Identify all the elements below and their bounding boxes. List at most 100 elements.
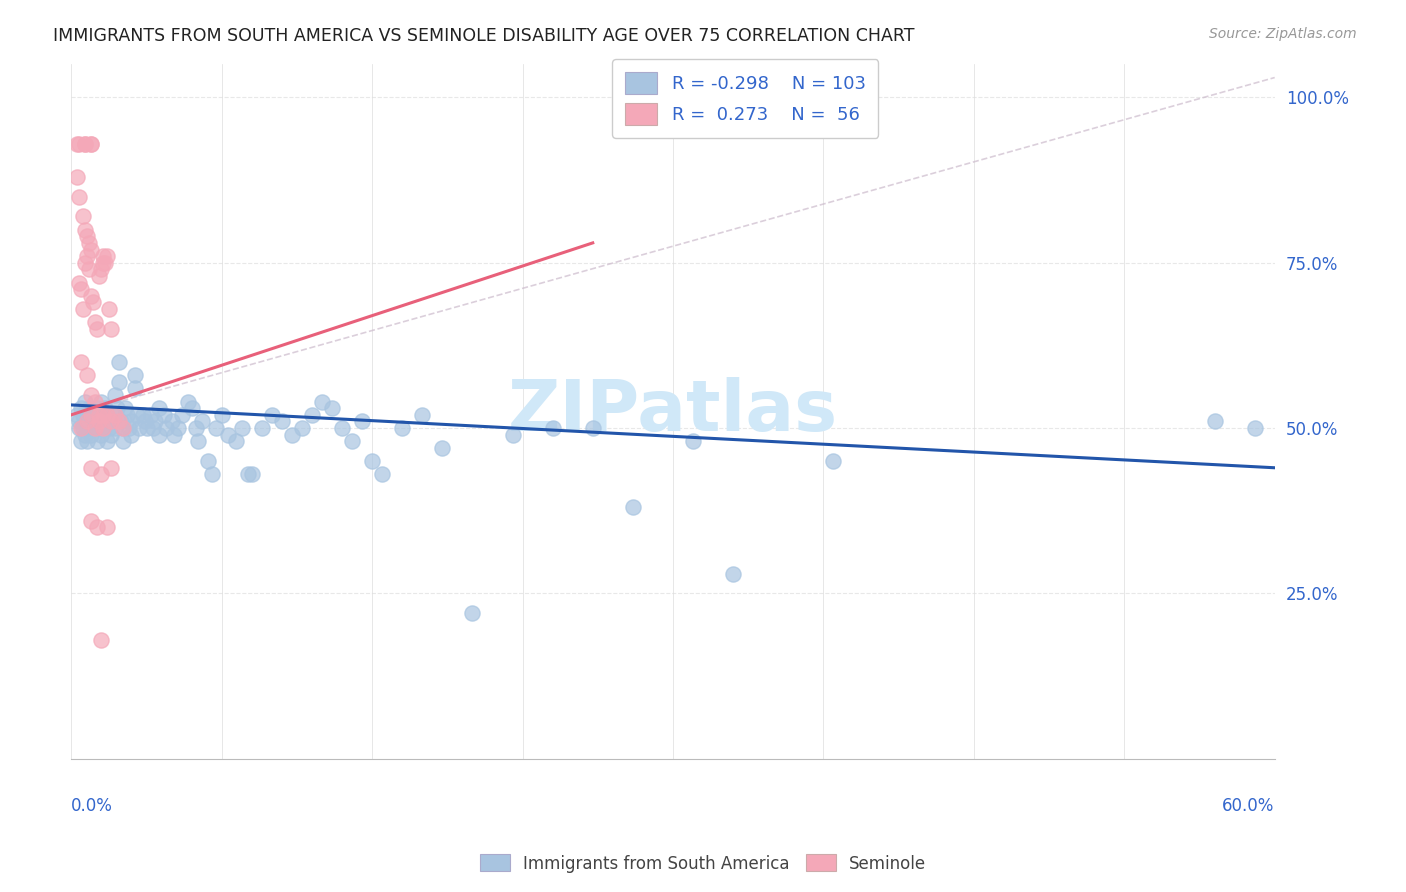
Point — [80, 408, 103, 422]
Point — [105, 401, 128, 416]
Point — [502, 427, 524, 442]
Point — [75, 394, 97, 409]
Point — [67, 276, 90, 290]
Point — [75, 136, 97, 151]
Point — [91, 414, 114, 428]
Point — [96, 408, 118, 422]
Point — [361, 454, 384, 468]
Point — [118, 421, 141, 435]
Point — [82, 408, 104, 422]
Point — [72, 210, 94, 224]
Point — [582, 421, 605, 435]
Point — [128, 421, 150, 435]
Point — [89, 408, 111, 422]
Point — [127, 408, 149, 422]
Point — [76, 229, 98, 244]
Point — [136, 421, 159, 435]
Point — [75, 136, 97, 151]
Point — [67, 421, 90, 435]
Point — [152, 408, 174, 422]
Point — [89, 408, 111, 422]
Point — [80, 388, 103, 402]
Point — [80, 460, 103, 475]
Point — [96, 249, 118, 263]
Point — [84, 394, 107, 409]
Legend: R = -0.298    N = 103, R =  0.273    N =  56: R = -0.298 N = 103, R = 0.273 N = 56 — [612, 60, 879, 137]
Point — [80, 243, 103, 257]
Point — [96, 434, 118, 449]
Point — [80, 408, 103, 422]
Point — [217, 427, 239, 442]
Point — [197, 454, 219, 468]
Point — [240, 467, 263, 482]
Point — [124, 368, 146, 383]
Point — [76, 414, 98, 428]
Point — [76, 368, 98, 383]
Text: Source: ZipAtlas.com: Source: ZipAtlas.com — [1209, 27, 1357, 41]
Point — [76, 249, 98, 263]
Point — [96, 408, 118, 422]
Point — [90, 262, 112, 277]
Point — [104, 388, 127, 402]
Point — [70, 282, 93, 296]
Point — [114, 401, 136, 416]
Point — [67, 136, 90, 151]
Point — [621, 500, 644, 515]
Point — [110, 414, 132, 428]
Point — [823, 454, 845, 468]
Point — [91, 249, 114, 263]
Point — [201, 467, 224, 482]
Point — [260, 408, 283, 422]
Point — [89, 414, 111, 428]
Point — [170, 408, 193, 422]
Point — [352, 414, 374, 428]
Point — [80, 136, 103, 151]
Point — [411, 408, 433, 422]
Point — [86, 434, 108, 449]
Point — [236, 467, 259, 482]
Point — [120, 427, 142, 442]
Point — [82, 295, 104, 310]
Point — [70, 434, 93, 449]
Point — [225, 434, 247, 449]
Point — [89, 421, 111, 435]
Point — [96, 520, 118, 534]
Point — [721, 566, 744, 581]
Point — [211, 408, 233, 422]
Point — [176, 394, 198, 409]
Point — [301, 408, 323, 422]
Point — [100, 414, 122, 428]
Point — [1204, 414, 1226, 428]
Point — [91, 408, 114, 422]
Legend: Immigrants from South America, Seminole: Immigrants from South America, Seminole — [472, 847, 934, 880]
Point — [70, 421, 93, 435]
Point — [103, 408, 125, 422]
Point — [112, 434, 135, 449]
Point — [112, 421, 135, 435]
Point — [120, 414, 142, 428]
Point — [204, 421, 226, 435]
Text: ZIPatlas: ZIPatlas — [508, 377, 838, 446]
Point — [180, 401, 202, 416]
Point — [141, 408, 163, 422]
Text: IMMIGRANTS FROM SOUTH AMERICA VS SEMINOLE DISABILITY AGE OVER 75 CORRELATION CHA: IMMIGRANTS FROM SOUTH AMERICA VS SEMINOL… — [53, 27, 915, 45]
Point — [76, 414, 98, 428]
Point — [79, 401, 101, 416]
Point — [142, 421, 165, 435]
Point — [72, 421, 94, 435]
Point — [90, 394, 112, 409]
Point — [80, 136, 103, 151]
Point — [100, 414, 122, 428]
Point — [682, 434, 704, 449]
Point — [98, 421, 121, 435]
Point — [311, 394, 333, 409]
Point — [145, 414, 167, 428]
Point — [86, 322, 108, 336]
Point — [90, 467, 112, 482]
Point — [80, 514, 103, 528]
Point — [91, 256, 114, 270]
Point — [91, 421, 114, 435]
Point — [231, 421, 253, 435]
Point — [108, 414, 131, 428]
Point — [66, 169, 89, 184]
